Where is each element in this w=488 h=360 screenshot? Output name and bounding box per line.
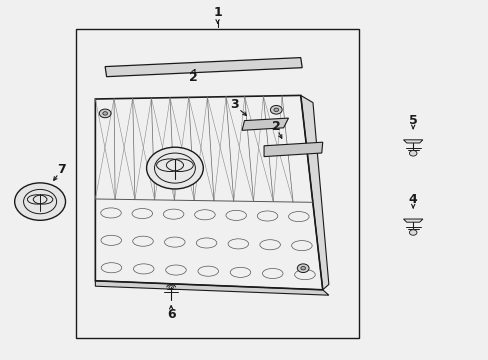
Text: 7: 7 [57,163,65,176]
Polygon shape [403,140,422,143]
Polygon shape [242,118,288,130]
Text: 6: 6 [166,309,175,321]
Circle shape [300,266,305,270]
Text: 2: 2 [271,120,280,132]
Circle shape [102,112,107,115]
Text: 2: 2 [188,71,197,84]
Polygon shape [105,58,302,77]
Bar [76,29,359,338]
Text: 3: 3 [230,98,239,111]
Text: 4: 4 [408,193,417,206]
Circle shape [408,230,416,235]
Circle shape [270,105,282,114]
Text: 5: 5 [408,114,417,127]
Circle shape [15,183,65,220]
Polygon shape [264,142,322,157]
Text: 1: 1 [213,6,222,19]
Polygon shape [95,281,328,295]
Circle shape [146,147,203,189]
Circle shape [408,150,416,156]
Circle shape [297,264,308,273]
Polygon shape [403,219,422,222]
Circle shape [99,109,111,118]
Polygon shape [300,95,328,290]
Circle shape [273,108,278,112]
